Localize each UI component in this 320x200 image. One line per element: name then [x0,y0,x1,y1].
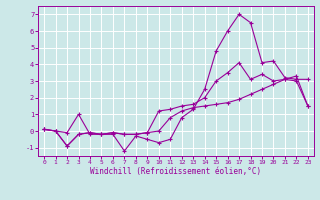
X-axis label: Windchill (Refroidissement éolien,°C): Windchill (Refroidissement éolien,°C) [91,167,261,176]
